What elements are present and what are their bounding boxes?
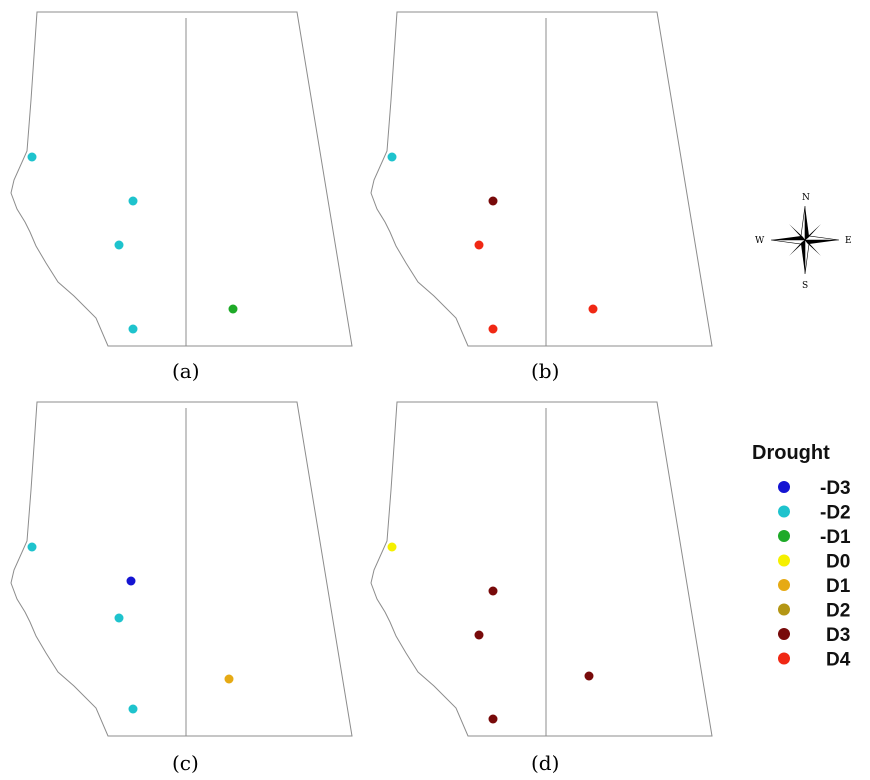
legend-label: D0 — [826, 552, 850, 573]
legend-label: -D3 — [820, 478, 851, 499]
legend-label: D3 — [826, 625, 850, 646]
legend-label: -D1 — [820, 527, 851, 548]
station-marker — [128, 324, 138, 334]
station-marker — [474, 240, 484, 250]
station-marker — [128, 196, 138, 206]
station-marker — [224, 674, 234, 684]
station-marker — [488, 324, 498, 334]
legend-items: -D3 -D2 -D1 D0 D1 D2 D3 D4 — [778, 478, 851, 671]
legend-label: -D2 — [820, 503, 851, 524]
map-panel-c — [10, 401, 353, 737]
panel-label: (d) — [531, 751, 559, 775]
compass-north-label: N — [802, 193, 810, 203]
station-marker — [27, 542, 37, 552]
legend-swatch — [778, 652, 790, 665]
province-outline — [370, 11, 713, 347]
map-panel-d — [370, 401, 713, 737]
legend-swatch — [778, 554, 790, 567]
station-marker — [387, 542, 397, 552]
panel-label: (b) — [531, 359, 559, 383]
map-panels: (a) (b) (c) (d) — [10, 11, 713, 775]
station-marker — [126, 576, 136, 586]
station-marker — [488, 714, 498, 724]
compass-south-label: S — [802, 281, 808, 291]
station-marker — [387, 152, 397, 162]
province-outline — [10, 11, 353, 347]
station-marker — [114, 240, 124, 250]
province-outline — [370, 401, 713, 737]
legend-label: D1 — [826, 576, 851, 597]
legend-swatch — [778, 603, 790, 616]
legend-label: D2 — [826, 601, 850, 622]
compass-west-label: W — [755, 236, 765, 246]
station-marker — [27, 152, 37, 162]
station-marker — [474, 630, 484, 640]
legend-swatch — [778, 628, 790, 640]
station-marker — [488, 586, 498, 596]
map-panel-a — [10, 11, 353, 347]
station-marker — [588, 304, 598, 314]
station-marker — [584, 671, 594, 681]
station-marker — [114, 613, 124, 623]
map-panel-b — [370, 11, 713, 347]
legend-swatch — [778, 505, 790, 518]
panel-label: (a) — [172, 359, 200, 383]
drought-legend: Drought -D3 -D2 -D1 D0 D1 D2 D3 D4 — [752, 442, 851, 671]
station-marker — [228, 304, 238, 314]
legend-label: D4 — [826, 650, 851, 671]
panel-label: (c) — [172, 751, 199, 775]
legend-title: Drought — [752, 442, 830, 464]
legend-swatch — [778, 530, 790, 542]
province-outline — [10, 401, 353, 737]
legend-swatch — [778, 481, 790, 493]
compass-rose-icon: N S E W — [755, 193, 852, 291]
legend-swatch — [778, 579, 790, 591]
station-marker — [128, 704, 138, 714]
station-marker — [488, 196, 498, 206]
compass-east-label: E — [845, 236, 852, 246]
